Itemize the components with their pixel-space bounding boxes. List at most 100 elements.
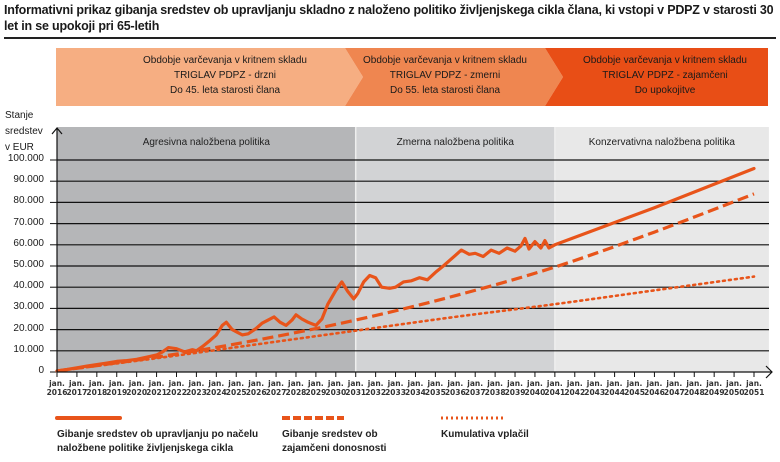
zone-label-2: Zmerna naložbena politika	[396, 137, 514, 148]
x-tick-label: jan. 2019	[102, 379, 132, 397]
x-tick-year: 2025	[225, 388, 247, 397]
x-tick-year: 2030	[325, 388, 347, 397]
x-tick-label: jan. 2033	[381, 379, 411, 397]
x-tick-year: 2022	[166, 388, 187, 397]
x-tick-label: jan. 2043	[580, 379, 610, 397]
x-tick-label: jan. 2047	[659, 379, 689, 397]
x-tick-year: 2050	[723, 388, 745, 397]
x-tick-month: jan.	[407, 379, 424, 388]
x-tick-label: jan. 2029	[301, 379, 331, 397]
x-tick-year: 2034	[405, 388, 426, 397]
phase-2-line1: Obdobje varčevanja v kritnem skladu	[363, 55, 527, 66]
x-tick-year: 2039	[504, 388, 526, 397]
x-tick-month: jan.	[467, 379, 484, 388]
y-tick-label: 70.000	[13, 216, 44, 228]
x-tick-label: jan. 2022	[161, 379, 191, 397]
x-tick-label: jan. 2020	[122, 379, 152, 397]
x-tick-label: jan. 2027	[261, 379, 291, 397]
y-tick-label: 80.000	[13, 195, 44, 207]
x-tick-month: jan.	[307, 379, 324, 388]
x-tick-month: jan.	[228, 379, 245, 388]
series-line-solid	[55, 166, 756, 373]
x-tick-label: jan. 2039	[500, 379, 530, 397]
x-tick-month: jan.	[706, 379, 723, 388]
x-tick-month: jan.	[546, 379, 563, 388]
x-tick-label: jan. 2036	[440, 379, 470, 397]
x-tick-month: jan.	[288, 379, 304, 388]
x-tick-label: jan. 2032	[361, 379, 391, 397]
legend-item-solid: Gibanje sredstev ob upravljanju po načel…	[57, 428, 277, 456]
x-tick-month: jan.	[88, 379, 105, 388]
x-tick-month: jan.	[746, 379, 762, 388]
y-tick-label: 0	[38, 365, 44, 376]
x-tick-year: 2041	[544, 388, 566, 397]
phase-arrow-1	[56, 48, 363, 106]
x-tick-year: 2051	[743, 388, 765, 397]
x-tick-month: jan.	[327, 379, 344, 388]
x-tick-label: jan. 2018	[82, 379, 112, 397]
y-axis-label-line1: Stanje	[5, 110, 34, 121]
legend-dashed-line1: Gibanje sredstev ob	[282, 429, 378, 440]
phase-1-text: Obdobje varčevanja v kritnem skladu TRIG…	[100, 53, 350, 98]
y-tick-label: 10.000	[13, 343, 44, 355]
x-tick-year: 2048	[683, 388, 705, 397]
x-tick-year: 2049	[703, 388, 725, 397]
phase-2-line2: TRIGLAV PDPZ - zmerni	[389, 70, 501, 81]
y-tick-label: 30.000	[13, 301, 44, 313]
x-tick-year: 2031	[345, 388, 367, 397]
x-tick-label: jan. 2031	[341, 379, 371, 397]
x-tick-label: jan. 2028	[281, 379, 311, 397]
phase-3-line2: TRIGLAV PDPZ - zajamčeni	[602, 70, 728, 81]
x-tick-label: jan. 2038	[480, 379, 510, 397]
phase-3-line3: Do upokojitve	[634, 85, 696, 96]
y-tick-label: 100.000	[7, 153, 44, 164]
x-tick-year: 2023	[185, 388, 207, 397]
x-tick-month: jan.	[367, 379, 384, 388]
x-tick-year: 2029	[305, 388, 327, 397]
legend-solid-line1: Gibanje sredstev ob upravljanju po načel…	[57, 429, 259, 440]
x-tick-year: 2033	[385, 388, 406, 397]
phase-arrow-3	[545, 48, 768, 106]
zone-background-3	[554, 127, 769, 372]
x-tick-month: jan.	[566, 379, 583, 388]
x-tick-label: jan. 2016	[42, 379, 72, 397]
x-tick-year: 2017	[66, 388, 88, 397]
x-tick-label: jan. 2048	[679, 379, 709, 397]
x-tick-year: 2016	[46, 388, 68, 397]
x-tick-label: jan. 2045	[620, 379, 650, 397]
x-tick-year: 2046	[643, 388, 665, 397]
x-tick-month: jan.	[686, 379, 703, 388]
y-axis-label-line2: sredstev	[5, 126, 43, 137]
zone-label-3: Konzervativna naložbena politika	[588, 137, 735, 148]
series-line-dotted	[55, 275, 756, 373]
x-tick-label: jan. 2040	[520, 379, 550, 397]
x-tick-year: 2042	[564, 388, 586, 397]
y-tick-label: 20.000	[13, 322, 44, 334]
y-axis-label: Stanje sredstev v EUR	[5, 108, 43, 156]
legend-dashed-line2: zajamčeni donosnosti	[282, 443, 387, 454]
legend-dotted-line1: Kumulativa vplačil	[441, 429, 529, 440]
phase-3-line1: Obdobje varčevanja v kritnem skladu	[583, 55, 747, 66]
x-tick-year: 2028	[285, 388, 307, 397]
x-tick-month: jan.	[168, 379, 185, 388]
x-tick-label: jan. 2024	[201, 379, 231, 397]
x-tick-year: 2035	[424, 388, 446, 397]
x-tick-label: jan. 2037	[460, 379, 490, 397]
x-tick-label: jan. 2044	[600, 379, 630, 397]
x-tick-year: 2020	[126, 388, 148, 397]
phase-3-text: Obdobje varčevanja v kritnem skladu TRIG…	[560, 53, 770, 98]
x-tick-year: 2045	[624, 388, 645, 397]
x-tick-year: 2038	[484, 388, 506, 397]
phase-2-text: Obdobje varčevanja v kritnem skladu TRIG…	[345, 53, 545, 98]
x-tick-year: 2026	[245, 388, 267, 397]
x-tick-month: jan.	[606, 379, 623, 388]
x-tick-month: jan.	[586, 379, 603, 388]
x-tick-year: 2018	[86, 388, 108, 397]
x-tick-year: 2019	[106, 388, 128, 397]
x-tick-label: jan. 2021	[142, 379, 172, 397]
legend-item-dashed: Gibanje sredstev ob zajamčeni donosnosti	[282, 428, 432, 456]
x-tick-label: jan. 2046	[639, 379, 669, 397]
x-tick-month: jan.	[108, 379, 125, 388]
x-tick-year: 2043	[584, 388, 606, 397]
x-tick-label: jan. 2023	[181, 379, 211, 397]
